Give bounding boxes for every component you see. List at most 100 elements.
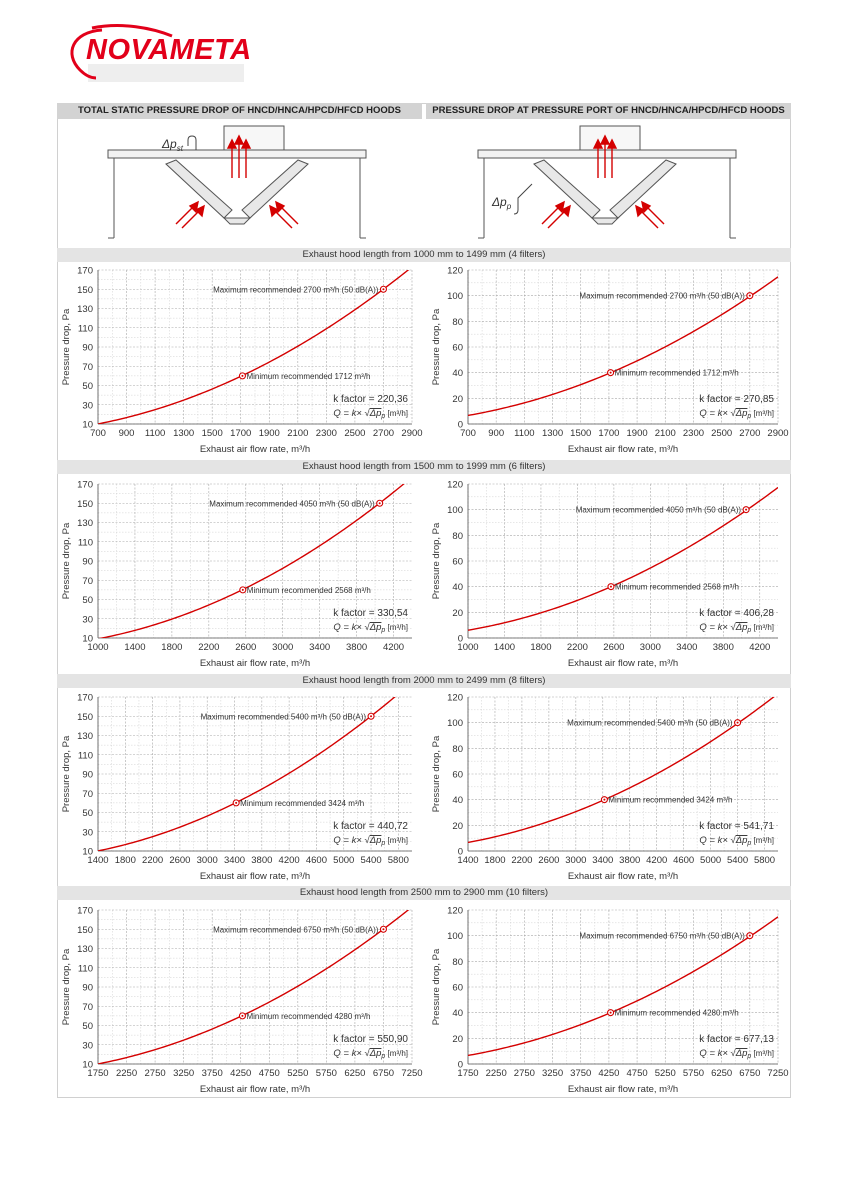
k-factor-label: k factor = 440,72 (333, 821, 408, 832)
pressure-chart-static-6-filters: 1000 1400 1800 2200 2600 3000 3400 3800 4200 10 30… (61, 480, 412, 669)
x-tick-label: 1900 (259, 428, 280, 439)
x-tick-label: 1700 (598, 428, 619, 439)
min-recommended-label: Minimum recommended 1712 m³/h (615, 369, 739, 378)
hood-outline (107, 125, 367, 239)
x-tick-label: 5800 (388, 855, 409, 866)
max-recommended-label: Maximum recommended 4050 m³/h (50 dB(A)) (209, 499, 375, 508)
x-tick-label: 6250 (344, 1068, 365, 1079)
section-band-10-filters: Exhaust hood length from 2500 mm to 2900… (57, 886, 791, 900)
x-tick-label: 4250 (598, 1068, 619, 1079)
max-recommended-label: Maximum recommended 6750 m³/h (50 dB(A)) (579, 932, 745, 941)
min-recommended-marker-dot (603, 798, 606, 801)
logo-underlay (88, 64, 244, 82)
x-tick-label: 3750 (570, 1068, 591, 1079)
x-tick-label: 5400 (360, 855, 381, 866)
brand-name: NOVAMETA (86, 34, 252, 66)
x-tick-label: 1800 (484, 855, 505, 866)
x-tick-label: 2500 (711, 428, 732, 439)
x-tick-label: 2900 (767, 428, 788, 439)
flow-formula: Q = k× √Δpp [m³/h] (333, 622, 408, 634)
k-factor-label: k factor = 550,90 (333, 1034, 408, 1045)
x-tick-label: 3800 (251, 855, 272, 866)
min-recommended-marker-dot (241, 1014, 244, 1017)
y-axis-label: Pressure drop, Pa (431, 308, 442, 385)
pressure-chart-port-10-filters: 1750 2250 2750 3250 3750 4250 4750 5250 5750 6250… (431, 906, 789, 1096)
x-tick-label: 4750 (259, 1068, 280, 1079)
x-tick-label: 1750 (87, 1068, 108, 1079)
x-tick-label: 1750 (457, 1068, 478, 1079)
hood-diagram-port: Δpp (477, 125, 737, 239)
filter-panels (165, 159, 309, 225)
x-tick-label: 2300 (683, 428, 704, 439)
y-tick-label: 10 (82, 634, 93, 645)
x-tick-label: 2300 (316, 428, 337, 439)
y-tick-label: 120 (447, 480, 463, 491)
x-tick-label: 6250 (711, 1068, 732, 1079)
y-tick-label: 130 (77, 518, 93, 529)
pressure-chart-static-10-filters: 1750 2250 2750 3250 3750 4250 4750 5250 5750 6250… (61, 906, 423, 1096)
logo-swoosh-top (91, 24, 173, 38)
x-tick-label: 2500 (344, 428, 365, 439)
x-tick-label: 3800 (619, 855, 640, 866)
y-tick-label: 30 (82, 1040, 93, 1051)
y-tick-label: 40 (452, 368, 463, 379)
y-tick-label: 0 (458, 1060, 463, 1071)
x-tick-label: 2200 (198, 642, 219, 653)
x-tick-label: 2200 (567, 642, 588, 653)
y-tick-label: 30 (82, 400, 93, 411)
x-tick-label: 2250 (116, 1068, 137, 1079)
max-recommended-marker-dot (382, 928, 385, 931)
pressure-chart-port-6-filters: 1000 1400 1800 2200 2600 3000 3400 3800 4200 0 20 4… (431, 480, 778, 669)
x-axis-label: Exhaust air flow rate, m³/h (568, 658, 678, 669)
x-axis-label: Exhaust air flow rate, m³/h (200, 658, 310, 669)
y-tick-label: 120 (447, 266, 463, 277)
flow-formula: Q = k× √Δpp [m³/h] (699, 835, 774, 847)
x-tick-label: 5000 (333, 855, 354, 866)
x-tick-label: 1400 (124, 642, 145, 653)
y-tick-label: 50 (82, 595, 93, 606)
k-factor-label: k factor = 270,85 (699, 394, 774, 405)
x-tick-label: 4600 (306, 855, 327, 866)
y-tick-label: 120 (447, 693, 463, 704)
y-tick-label: 110 (78, 537, 93, 548)
x-tick-label: 5750 (316, 1068, 337, 1079)
delta-p-st-label: Δpst (161, 137, 184, 153)
y-tick-label: 20 (452, 394, 463, 405)
grid-lines (97, 696, 412, 852)
x-tick-label: 4600 (673, 855, 694, 866)
y-tick-label: 70 (82, 1002, 93, 1013)
x-tick-label: 7250 (401, 1068, 422, 1079)
x-axis-label: Exhaust air flow rate, m³/h (568, 871, 678, 882)
x-tick-label: 2200 (142, 855, 163, 866)
x-tick-label: 3000 (565, 855, 586, 866)
y-tick-label: 70 (82, 789, 93, 800)
y-tick-label: 100 (447, 291, 463, 302)
grid-lines (467, 909, 779, 1065)
pressure-tube (187, 135, 197, 150)
y-tick-label: 10 (82, 847, 93, 858)
flow-formula: Q = k× √Δpp [m³/h] (333, 835, 408, 847)
x-tick-label: 1500 (570, 428, 591, 439)
min-recommended-label: Minimum recommended 1712 m³/h (246, 372, 370, 381)
header-right: PRESSURE DROP AT PRESSURE PORT OF HNCD/H… (426, 103, 791, 119)
x-tick-label: 6750 (739, 1068, 760, 1079)
pressure-chart-port-8-filters: 1400 1800 2200 2600 3000 3400 3800 4200 4600 5000… (431, 693, 778, 882)
y-tick-label: 90 (82, 770, 93, 781)
x-tick-label: 900 (488, 428, 504, 439)
x-tick-label: 1100 (145, 428, 165, 439)
y-tick-label: 20 (452, 1034, 463, 1045)
content-frame (57, 103, 791, 1098)
pressure-curve (468, 916, 778, 1057)
x-tick-label: 5750 (683, 1068, 704, 1079)
header-left: TOTAL STATIC PRESSURE DROP OF HNCD/HNCA/… (57, 103, 422, 119)
max-recommended-label: Maximum recommended 2700 m³/h (50 dB(A)) (213, 285, 379, 294)
y-tick-label: 40 (452, 1008, 463, 1019)
max-recommended-marker-dot (748, 934, 751, 937)
header-row: TOTAL STATIC PRESSURE DROP OF HNCD/HNCA/… (57, 103, 791, 119)
y-tick-label: 30 (82, 614, 93, 625)
pressure-curve (468, 276, 778, 417)
y-tick-label: 40 (452, 795, 463, 806)
x-tick-label: 4200 (383, 642, 404, 653)
x-tick-label: 1000 (457, 642, 478, 653)
x-tick-label: 3750 (202, 1068, 223, 1079)
